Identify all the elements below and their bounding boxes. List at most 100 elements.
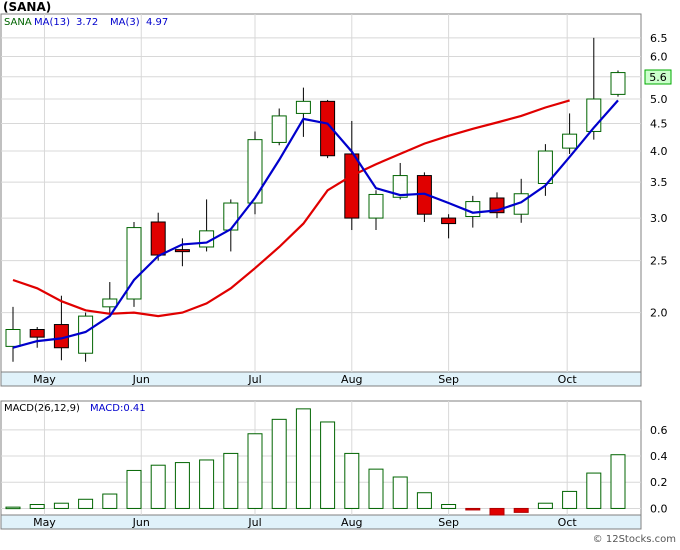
macd-histogram xyxy=(5,408,626,516)
candle-body xyxy=(29,329,45,338)
candle-body xyxy=(271,115,287,143)
candlestick-series xyxy=(5,37,626,362)
candle xyxy=(295,87,311,137)
candle xyxy=(441,214,457,239)
last-price-label: 5.6 xyxy=(649,71,667,84)
macd-y-tick-label: 0.2 xyxy=(650,476,668,489)
price-x-axis xyxy=(0,371,642,387)
candle-body xyxy=(78,315,94,354)
price-x-tick-labels: May Jun Jul Aug Sep Oct xyxy=(33,373,577,386)
macd-bar xyxy=(295,408,311,509)
candle xyxy=(29,327,45,348)
macd-bar xyxy=(174,462,190,509)
candle-body xyxy=(126,227,142,300)
candle-body xyxy=(392,175,408,198)
macd-y-tick-label: 0.6 xyxy=(650,424,668,437)
watermark: © 12Stocks.com xyxy=(593,534,676,545)
moving-average-lines xyxy=(12,99,619,349)
price-x-tick-label: May xyxy=(33,373,56,386)
candle-body xyxy=(344,153,360,219)
candle xyxy=(271,108,287,146)
candle xyxy=(5,306,21,362)
price-y-tick-label: 6.5 xyxy=(650,32,668,45)
macd-bar xyxy=(126,469,142,509)
candle xyxy=(562,113,578,154)
price-x-tick-label: Sep xyxy=(438,373,459,386)
chart-title: (SANA) xyxy=(3,0,51,14)
macd-bar xyxy=(344,452,360,509)
candle xyxy=(102,282,118,315)
price-legend-entry: SANA xyxy=(4,17,32,28)
macd-x-tick-label: May xyxy=(33,516,56,529)
macd-x-tick-label: Jul xyxy=(247,516,261,529)
macd-bar xyxy=(29,504,45,509)
price-y-tick-label: 6.0 xyxy=(650,50,668,63)
macd-x-tick-label: Oct xyxy=(558,516,578,529)
macd-x-tick-labels: May Jun Jul Aug Sep Oct xyxy=(33,516,577,529)
candle-body xyxy=(562,133,578,149)
price-y-tick-label: 3.5 xyxy=(650,176,668,189)
candle xyxy=(126,221,142,307)
macd-legend-entry: MACD(26,12,9) xyxy=(4,403,80,414)
price-legend-entry: MA(13) xyxy=(34,17,70,28)
macd-x-tick-label: Jun xyxy=(132,516,150,529)
macd-y-tick-labels: 0.6 0.4 0.2 0.0 xyxy=(650,424,668,516)
macd-bar xyxy=(489,507,505,516)
macd-bar xyxy=(53,502,69,509)
macd-bar xyxy=(610,454,626,509)
macd-bar xyxy=(441,504,457,509)
candle-body xyxy=(441,217,457,225)
macd-bar xyxy=(416,492,432,509)
macd-bar xyxy=(271,418,287,509)
price-y-tick-label: 5.0 xyxy=(650,93,668,106)
candle-body xyxy=(537,150,553,184)
macd-bar xyxy=(247,433,263,509)
macd-bar xyxy=(562,490,578,509)
macd-bar xyxy=(150,464,166,509)
candle xyxy=(174,238,190,267)
price-legend-entry: MA(3) xyxy=(110,17,140,28)
price-x-tick-label: Jun xyxy=(132,373,150,386)
price-x-tick-label: Jul xyxy=(247,373,261,386)
price-y-tick-label: 3.0 xyxy=(650,212,668,225)
macd-bar xyxy=(586,472,602,509)
candle xyxy=(416,172,432,222)
price-legend: SANA MA(13) 3.72 MA(3) 4.97 xyxy=(4,17,168,28)
macd-x-tick-label: Aug xyxy=(341,516,362,529)
macd-y-tick-label: 0.0 xyxy=(650,502,668,515)
macd-bar xyxy=(199,459,215,509)
macd-bar xyxy=(368,468,384,509)
candle-body xyxy=(295,100,311,114)
candle-body xyxy=(465,201,481,218)
macd-bar xyxy=(513,507,529,513)
candle xyxy=(320,99,336,159)
candle xyxy=(610,70,626,97)
candle-body xyxy=(102,298,118,308)
price-y-tick-label: 4.5 xyxy=(650,118,668,131)
candle-body xyxy=(223,202,239,231)
macd-x-axis xyxy=(0,514,642,530)
macd-bar xyxy=(5,506,21,510)
macd-x-tick-label: Sep xyxy=(438,516,459,529)
macd-bar xyxy=(537,502,553,509)
macd-bar xyxy=(78,498,94,509)
candle-body xyxy=(150,221,166,256)
price-y-tick-label: 2.0 xyxy=(650,307,668,320)
price-legend-value: 4.97 xyxy=(146,17,168,28)
moving-average-red-line xyxy=(12,99,570,318)
candle-body xyxy=(174,249,190,253)
candle-body xyxy=(610,72,626,95)
candle xyxy=(247,131,263,215)
price-legend-value: 3.72 xyxy=(76,17,98,28)
macd-bar xyxy=(320,421,336,509)
macd-bar xyxy=(392,476,408,509)
price-x-tick-label: Oct xyxy=(558,373,578,386)
candle-body xyxy=(320,100,336,157)
moving-average-blue-line xyxy=(12,99,619,349)
price-y-tick-label: 2.5 xyxy=(650,255,668,268)
price-y-tick-labels: 6.56.05.55.04.54.03.53.02.52.0 xyxy=(650,32,668,320)
price-x-tick-label: Aug xyxy=(341,373,362,386)
candle xyxy=(392,162,408,200)
